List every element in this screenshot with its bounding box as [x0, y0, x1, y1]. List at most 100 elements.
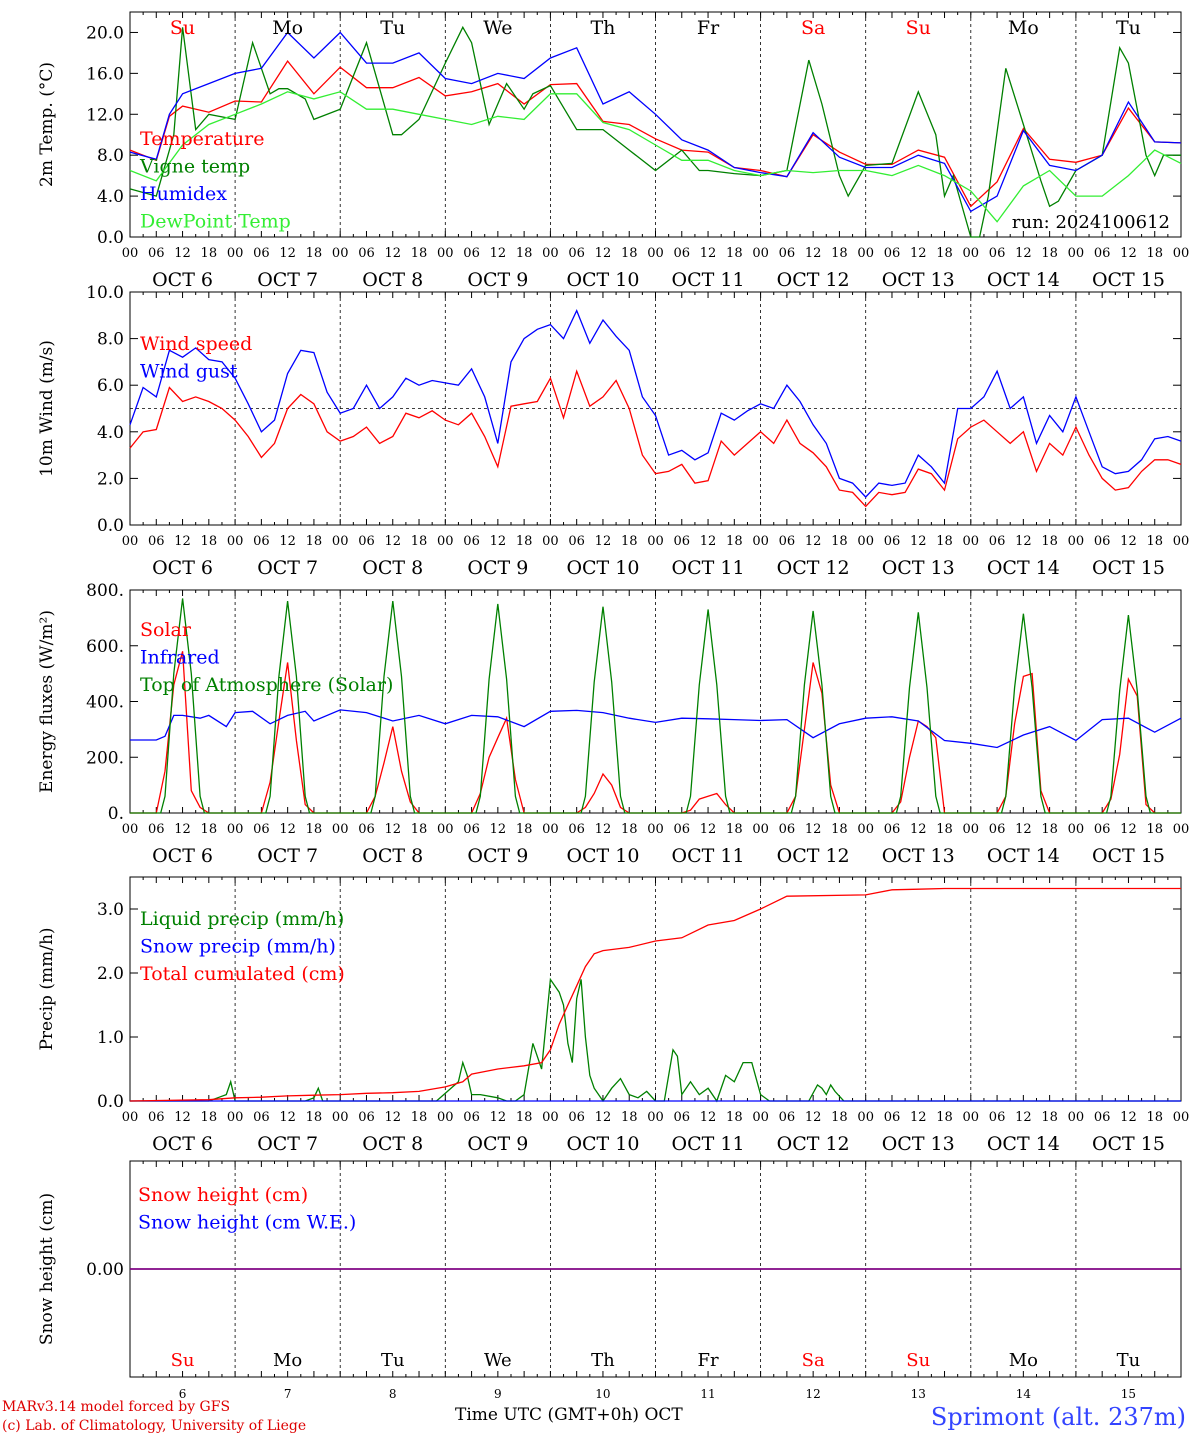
x-hour-label: 06: [779, 822, 796, 837]
x-hour-label: 06: [884, 822, 901, 837]
x-hour-label: 00: [963, 246, 980, 261]
x-hour-label: 00: [647, 534, 664, 549]
x-hour-label: 18: [306, 1110, 323, 1125]
x-hour-label: 06: [253, 1110, 270, 1125]
legend-entry: Temperature: [140, 128, 264, 150]
x-hour-label: 12: [384, 246, 401, 261]
legend-entry: Top of Atmosphere (Solar): [140, 674, 393, 696]
x-day-label: OCT 10: [566, 557, 639, 579]
x-hour-label: 12: [910, 1110, 927, 1125]
x-hour-label: 12: [1015, 534, 1032, 549]
x-day-label: OCT 8: [362, 845, 423, 867]
x-day-label: OCT 12: [777, 845, 850, 867]
x-day-label: OCT 15: [1092, 1133, 1165, 1155]
x-hour-label: 06: [1094, 246, 1111, 261]
x-day-label: OCT 11: [672, 269, 745, 291]
y-axis-label: Precip (mm/h): [37, 927, 57, 1050]
x-hour-label: 00: [963, 534, 980, 549]
x-day-label: OCT 12: [777, 1133, 850, 1155]
y-axis-label: 2m Temp. (°C): [37, 62, 57, 187]
x-hour-label: 18: [726, 1110, 743, 1125]
x-hour-label: 06: [989, 534, 1006, 549]
series-line: [129, 308, 1182, 498]
x-hour-label: 00: [332, 246, 349, 261]
weekday-label: Fr: [698, 1350, 719, 1371]
x-hour-label: 12: [490, 1110, 507, 1125]
x-hour-label: 12: [174, 1110, 191, 1125]
x-day-label: OCT 11: [672, 845, 745, 867]
legend-entry: Snow precip (mm/h): [140, 936, 336, 958]
x-hour-label: 12: [174, 246, 191, 261]
panel-5: 0.00 Snow height (cm) Snow height (cm) Snow…: [37, 1160, 1182, 1401]
x-hour-label: 18: [621, 1110, 638, 1125]
weekday-label: Tu: [1117, 1350, 1141, 1371]
y-tick-label: 0.0: [97, 1092, 124, 1112]
weekday-label: Sa: [802, 1350, 825, 1371]
x-hour-label: 12: [700, 534, 717, 549]
x-hour-label: 00: [122, 822, 139, 837]
y-tick-label: 2.0: [97, 964, 124, 984]
x-hour-label: 12: [700, 1110, 717, 1125]
x-hour-label: 18: [621, 534, 638, 549]
legend-entry: Snow height (cm W.E.): [138, 1212, 356, 1234]
x-hour-label: 00: [122, 1110, 139, 1125]
y-tick-label: 200.: [86, 748, 124, 768]
x-hour-label: 00: [542, 1110, 559, 1125]
x-day-label: OCT 11: [672, 557, 745, 579]
x-hour-label: 06: [568, 822, 585, 837]
y-tick-label: 400.: [86, 693, 124, 713]
x-hour-label: 12: [490, 534, 507, 549]
x-day-label: OCT 9: [467, 1133, 528, 1155]
day-number-label: 9: [494, 1387, 502, 1401]
y-tick-label: 1.0: [97, 1028, 124, 1048]
x-day-label: OCT 6: [152, 557, 213, 579]
x-hour-label: 18: [306, 534, 323, 549]
x-hour-label: 06: [989, 246, 1006, 261]
y-tick-label: 800.: [86, 581, 124, 601]
weekday-label: Su: [906, 1350, 930, 1371]
y-tick-label: 10.0: [86, 283, 124, 303]
x-hour-label: 12: [910, 534, 927, 549]
panel-3: 0. 200. 400. 600. 800. Energy fluxes (W/m²) So…: [37, 581, 1189, 867]
x-day-label: OCT 13: [882, 845, 955, 867]
x-hour-label: 12: [805, 246, 822, 261]
x-day-label: OCT 8: [362, 269, 423, 291]
x-day-label: OCT 14: [987, 845, 1060, 867]
x-day-label: OCT 15: [1092, 845, 1165, 867]
x-hour-label: 18: [306, 246, 323, 261]
x-hour-label: 06: [148, 1110, 165, 1125]
x-hour-label: 12: [1120, 1110, 1137, 1125]
x-hour-label: 06: [253, 246, 270, 261]
x-hour-label: 18: [1041, 1110, 1058, 1125]
day-number-label: 11: [700, 1387, 715, 1401]
legend-entry: Total cumulated (cm): [140, 963, 345, 985]
x-hour-label: 18: [1146, 1110, 1163, 1125]
x-hour-label: 18: [411, 1110, 428, 1125]
x-hour-label: 06: [674, 246, 691, 261]
x-hour-label: 18: [831, 534, 848, 549]
x-hour-label: 06: [1094, 1110, 1111, 1125]
x-hour-label: 06: [779, 534, 796, 549]
x-hour-label: 12: [1120, 822, 1137, 837]
y-tick-label: 0.0: [97, 516, 124, 536]
x-hour-label: 18: [201, 534, 218, 549]
x-hour-label: 00: [437, 534, 454, 549]
y-tick-label: 3.0: [97, 900, 124, 920]
x-hour-label: 18: [726, 822, 743, 837]
x-day-label: OCT 7: [257, 845, 318, 867]
legend-entry: Solar: [140, 619, 192, 641]
x-hour-label: 12: [279, 534, 296, 549]
x-hour-label: 18: [936, 822, 953, 837]
x-hour-label: 12: [384, 1110, 401, 1125]
x-hour-label: 12: [1015, 822, 1032, 837]
panel-4: 0.0 1.0 2.0 3.0 Precip (mm/h) Liquid precip (…: [37, 876, 1189, 1155]
x-day-label: OCT 6: [152, 269, 213, 291]
series-line: [129, 59, 1182, 208]
x-day-label: OCT 13: [882, 1133, 955, 1155]
x-hour-label: 00: [1068, 822, 1085, 837]
x-hour-label: 18: [1146, 534, 1163, 549]
x-hour-label: 18: [621, 246, 638, 261]
x-hour-label: 12: [490, 822, 507, 837]
x-hour-label: 00: [332, 822, 349, 837]
x-day-label: OCT 9: [467, 845, 528, 867]
